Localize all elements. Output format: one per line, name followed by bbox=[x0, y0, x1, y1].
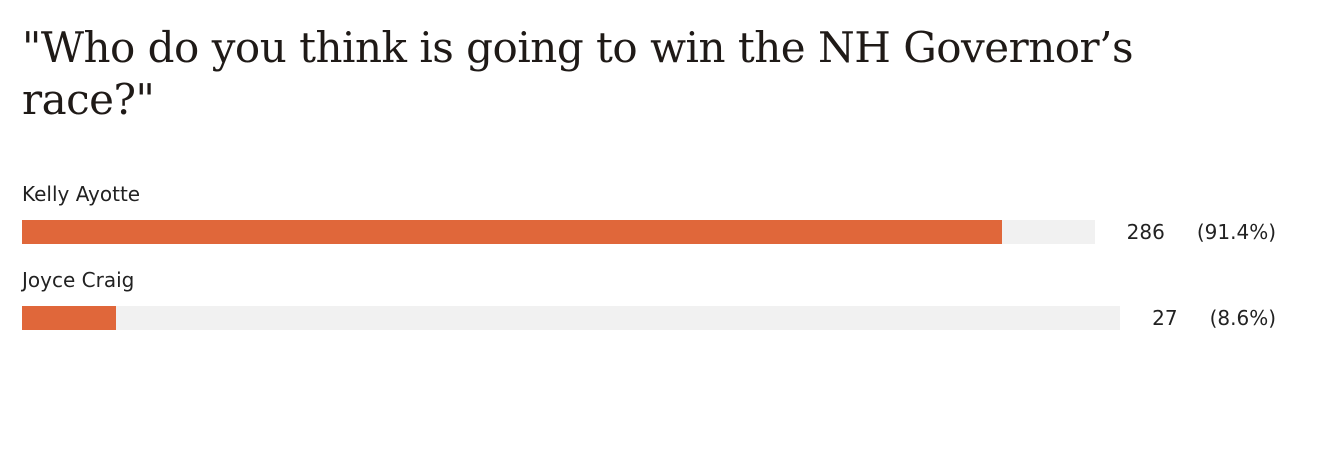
result-row: 27 (8.6%) bbox=[22, 306, 1276, 330]
vote-percent: (91.4%) bbox=[1196, 220, 1276, 244]
vote-count: 27 bbox=[1152, 306, 1178, 330]
bar-track bbox=[22, 220, 1095, 244]
vote-percent: (8.6%) bbox=[1209, 306, 1276, 330]
option-label: Joyce Craig bbox=[22, 268, 135, 292]
option-label: Kelly Ayotte bbox=[22, 182, 141, 206]
poll-option: Kelly Ayotte 286 (91.4%) bbox=[22, 180, 1276, 244]
result-row: 286 (91.4%) bbox=[22, 220, 1276, 244]
poll-option: Joyce Craig 27 (8.6%) bbox=[22, 266, 1276, 330]
vote-count: 286 bbox=[1126, 220, 1165, 244]
bar bbox=[22, 306, 117, 330]
poll-question: "Who do you think is going to win the NH… bbox=[22, 23, 1134, 124]
poll: "Who do you think is going to win the NH… bbox=[22, 22, 1276, 352]
poll-options: Kelly Ayotte 286 (91.4%) Joyce Craig 27 (8.6%… bbox=[22, 180, 1276, 330]
bar bbox=[22, 220, 1003, 244]
bar-track bbox=[22, 306, 1121, 330]
